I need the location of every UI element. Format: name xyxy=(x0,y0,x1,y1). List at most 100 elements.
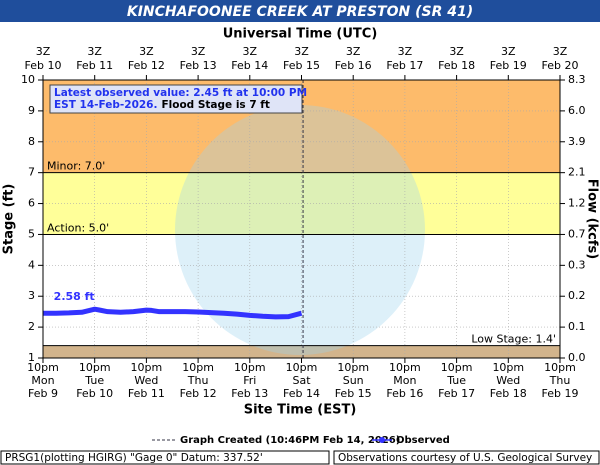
x2-tick-label: 3Z xyxy=(553,45,568,58)
x2-tick-label: Feb 10 xyxy=(25,59,62,72)
x2-tick-label: 3Z xyxy=(87,45,102,58)
x-tick-label: 10pm xyxy=(286,361,318,374)
x-tick-label: 10pm xyxy=(544,361,576,374)
x2-tick-label: 3Z xyxy=(139,45,154,58)
y-tick-label: 10 xyxy=(21,73,35,86)
x-tick-label: Feb 12 xyxy=(180,387,217,400)
info-line2: EST 14-Feb-2026. Flood Stage is 7 ft xyxy=(54,99,270,111)
x2-tick-label: 3Z xyxy=(398,45,413,58)
x-tick-label: Feb 11 xyxy=(128,387,165,400)
y-axis-title: Stage (ft) xyxy=(2,184,17,255)
x2-tick-label: 3Z xyxy=(449,45,464,58)
x-tick-label: 10pm xyxy=(492,361,524,374)
y-tick-label: 1 xyxy=(28,351,35,364)
x-tick-label: Tue xyxy=(446,374,466,387)
x-tick-label: Feb 16 xyxy=(386,387,423,400)
legend-label: Observed xyxy=(396,435,450,446)
x2-tick-label: Feb 15 xyxy=(283,59,320,72)
x2-tick-label: Feb 17 xyxy=(386,59,423,72)
threshold-label: Action: 5.0' xyxy=(47,221,109,234)
x-tick-label: Thu xyxy=(187,374,209,387)
x-tick-label: Mon xyxy=(393,374,416,387)
x2-tick-label: Feb 19 xyxy=(490,59,527,72)
watermark xyxy=(175,105,425,355)
x-tick-label: Wed xyxy=(134,374,158,387)
y-tick-label: 9 xyxy=(28,104,35,117)
y2-tick-label: 0.3 xyxy=(568,258,586,271)
x2-tick-label: Feb 14 xyxy=(231,59,268,72)
x2-tick-label: 3Z xyxy=(294,45,309,58)
x-tick-label: Fri xyxy=(243,374,256,387)
y-tick-label: 7 xyxy=(28,166,35,179)
y-tick-label: 6 xyxy=(28,197,35,210)
x2-tick-label: 3Z xyxy=(501,45,516,58)
y2-tick-label: 8.3 xyxy=(568,73,586,86)
y-tick-label: 3 xyxy=(28,289,35,302)
x-tick-label: Feb 15 xyxy=(335,387,372,400)
footer-right: Observations courtesy of U.S. Geological… xyxy=(338,452,592,464)
x-tick-label: 10pm xyxy=(131,361,163,374)
x2-tick-label: Feb 11 xyxy=(76,59,113,72)
chart-title: KINCHAFOONEE CREEK AT PRESTON (SR 41) xyxy=(127,4,473,20)
y2-tick-label: 6.0 xyxy=(568,104,586,117)
x2-tick-label: Feb 18 xyxy=(438,59,475,72)
data-label: 2.58 ft xyxy=(54,290,95,303)
x-tick-label: Feb 17 xyxy=(438,387,475,400)
y2-tick-label: 0.2 xyxy=(568,289,586,302)
x-tick-label: 10pm xyxy=(182,361,214,374)
title-bar xyxy=(0,0,600,22)
x-tick-label: Mon xyxy=(31,374,54,387)
x2-tick-label: Feb 13 xyxy=(180,59,217,72)
y2-tick-label: 3.9 xyxy=(568,135,586,148)
y2-tick-label: 0.1 xyxy=(568,320,586,333)
x-tick-label: 10pm xyxy=(79,361,111,374)
info-box xyxy=(49,84,303,114)
x2-tick-label: Feb 20 xyxy=(542,59,579,72)
x-tick-label: Wed xyxy=(496,374,520,387)
x-tick-label: Feb 9 xyxy=(28,387,58,400)
x2-tick-label: Feb 12 xyxy=(128,59,165,72)
x2-tick-label: Feb 16 xyxy=(335,59,372,72)
stage-band xyxy=(43,345,560,358)
x2-tick-label: 3Z xyxy=(191,45,206,58)
x-tick-label: Tue xyxy=(84,374,104,387)
y2-tick-label: 1.2 xyxy=(568,197,586,210)
x-tick-label: 10pm xyxy=(389,361,421,374)
legend-marker xyxy=(379,437,385,443)
x-tick-label: 10pm xyxy=(337,361,369,374)
footer-left: PRSG1(plotting HGIRG) "Gage 0" Datum: 33… xyxy=(5,452,263,464)
y2-tick-label: 0.7 xyxy=(568,227,586,240)
x-tick-label: 10pm xyxy=(27,361,59,374)
x-tick-label: Feb 13 xyxy=(231,387,268,400)
x-axis-title: Site Time (EST) xyxy=(244,403,357,418)
x2-tick-label: 3Z xyxy=(346,45,361,58)
footer-right-box xyxy=(333,450,600,465)
threshold-label: Minor: 7.0' xyxy=(47,160,105,173)
x-tick-label: Feb 19 xyxy=(542,387,579,400)
plot-area: Minor: 7.0' Action: 5.0' Low Stage: 1.4' 2.… xyxy=(42,79,561,359)
y2-tick-label: 2.1 xyxy=(568,166,586,179)
footer-left-box xyxy=(0,450,330,465)
x-tick-label: Feb 14 xyxy=(283,387,320,400)
x2-tick-label: 3Z xyxy=(243,45,258,58)
legend-created: Graph Created (10:46PM Feb 14, 2026) xyxy=(180,435,400,446)
y-tick-label: 5 xyxy=(28,227,35,240)
x-tick-label: Sun xyxy=(343,374,364,387)
y-tick-label: 4 xyxy=(28,258,35,271)
y-tick-label: 2 xyxy=(28,320,35,333)
series-line xyxy=(43,306,303,320)
x-tick-label: Thu xyxy=(549,374,571,387)
y-tick-label: 8 xyxy=(28,135,35,148)
plot-frame xyxy=(42,79,561,359)
info-flood: Flood Stage is 7 ft xyxy=(161,99,269,111)
x2-tick-label: 3Z xyxy=(36,45,51,58)
info-date: EST 14-Feb-2026. xyxy=(54,99,157,111)
x-tick-label: Feb 10 xyxy=(76,387,113,400)
x-tick-label: Sat xyxy=(292,374,311,387)
x-tick-label: Feb 18 xyxy=(490,387,527,400)
info-line1: Latest observed value: 2.45 ft at 10:00 … xyxy=(54,87,307,99)
threshold-label: Low Stage: 1.4' xyxy=(471,333,556,346)
top-axis-title: Universal Time (UTC) xyxy=(223,27,378,42)
y2-tick-label: 0.0 xyxy=(568,351,586,364)
